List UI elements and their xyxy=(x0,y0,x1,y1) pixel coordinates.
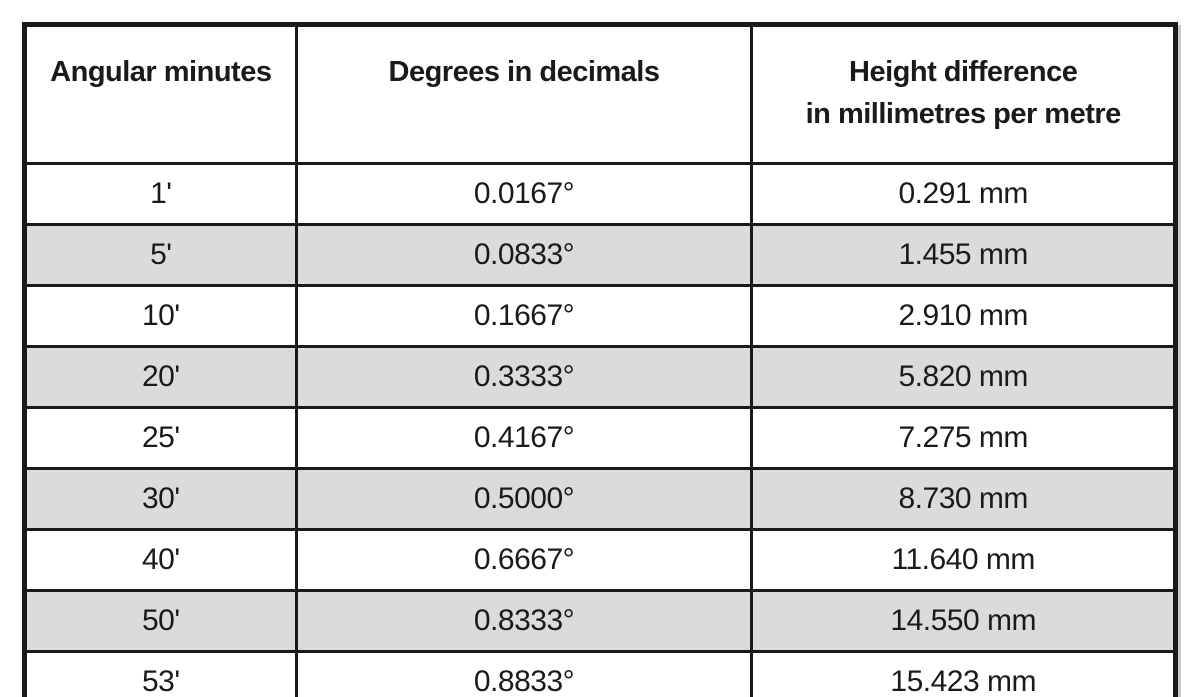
cell-degrees: 0.3333° xyxy=(294,345,754,409)
header-line: Degrees in decimals xyxy=(388,56,660,88)
header-line: in millimetres per metre xyxy=(805,98,1122,130)
angular-minutes-conversion-table: Angular minutes Degrees in decimals Heig… xyxy=(22,22,1178,697)
table-row: 40' 0.6667° 11.640 mm xyxy=(23,528,1177,592)
cell-height-difference: 11.640 mm xyxy=(750,528,1177,592)
column-header-angular-minutes: Angular minutes xyxy=(23,23,298,165)
cell-height-difference: 8.730 mm xyxy=(750,467,1177,531)
cell-angular-minutes: 25' xyxy=(23,406,298,470)
cell-height-difference: 2.910 mm xyxy=(750,284,1177,348)
table-row: 20' 0.3333° 5.820 mm xyxy=(23,345,1177,409)
cell-degrees: 0.0167° xyxy=(294,162,754,226)
cell-degrees: 0.1667° xyxy=(294,284,754,348)
header-line: Angular minutes xyxy=(50,56,272,88)
table-row: 53' 0.8833° 15.423 mm xyxy=(23,650,1177,697)
cell-height-difference: 14.550 mm xyxy=(750,589,1177,653)
cell-angular-minutes: 30' xyxy=(23,467,298,531)
column-header-height-difference: Height difference in millimetres per met… xyxy=(750,23,1177,165)
cell-height-difference: 7.275 mm xyxy=(750,406,1177,470)
cell-angular-minutes: 10' xyxy=(23,284,298,348)
cell-degrees: 0.6667° xyxy=(294,528,754,592)
table-body: 1' 0.0167° 0.291 mm 5' 0.0833° 1.455 mm … xyxy=(23,162,1177,697)
table-row: 5' 0.0833° 1.455 mm xyxy=(23,223,1177,287)
cell-degrees: 0.8833° xyxy=(294,650,754,697)
cell-degrees: 0.8333° xyxy=(294,589,754,653)
header-line: Height difference xyxy=(849,56,1078,88)
cell-height-difference: 1.455 mm xyxy=(750,223,1177,287)
cell-degrees: 0.5000° xyxy=(294,467,754,531)
column-header-degrees-in-decimals: Degrees in decimals xyxy=(294,23,754,165)
cell-angular-minutes: 53' xyxy=(23,650,298,697)
header-row: Angular minutes Degrees in decimals Heig… xyxy=(23,23,1177,165)
cell-angular-minutes: 20' xyxy=(23,345,298,409)
cell-degrees: 0.4167° xyxy=(294,406,754,470)
table-row: 30' 0.5000° 8.730 mm xyxy=(23,467,1177,531)
table-header: Angular minutes Degrees in decimals Heig… xyxy=(23,23,1177,165)
table-row: 1' 0.0167° 0.291 mm xyxy=(23,162,1177,226)
cell-angular-minutes: 50' xyxy=(23,589,298,653)
cell-height-difference: 0.291 mm xyxy=(750,162,1177,226)
table-row: 25' 0.4167° 7.275 mm xyxy=(23,406,1177,470)
cell-height-difference: 15.423 mm xyxy=(750,650,1177,697)
cell-height-difference: 5.820 mm xyxy=(750,345,1177,409)
cell-degrees: 0.0833° xyxy=(294,223,754,287)
table-row: 10' 0.1667° 2.910 mm xyxy=(23,284,1177,348)
cell-angular-minutes: 40' xyxy=(23,528,298,592)
cell-angular-minutes: 5' xyxy=(23,223,298,287)
cell-angular-minutes: 1' xyxy=(23,162,298,226)
table-row: 50' 0.8333° 14.550 mm xyxy=(23,589,1177,653)
